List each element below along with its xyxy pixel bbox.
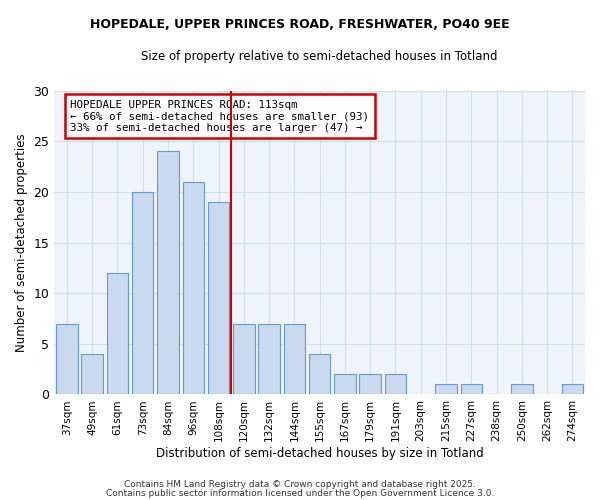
Y-axis label: Number of semi-detached properties: Number of semi-detached properties [15, 133, 28, 352]
Bar [132, 192, 154, 394]
Bar [511, 384, 533, 394]
Bar [233, 324, 254, 394]
Bar [259, 324, 280, 394]
X-axis label: Distribution of semi-detached houses by size in Totland: Distribution of semi-detached houses by … [156, 447, 484, 460]
Bar [359, 374, 381, 394]
Bar [334, 374, 356, 394]
Bar [435, 384, 457, 394]
Bar [208, 202, 229, 394]
Bar [157, 152, 179, 394]
Bar [56, 324, 77, 394]
Text: Contains public sector information licensed under the Open Government Licence 3.: Contains public sector information licen… [106, 488, 494, 498]
Bar [82, 354, 103, 395]
Bar [309, 354, 331, 395]
Text: HOPEDALE UPPER PRINCES ROAD: 113sqm
← 66% of semi-detached houses are smaller (9: HOPEDALE UPPER PRINCES ROAD: 113sqm ← 66… [70, 100, 369, 133]
Bar [182, 182, 204, 394]
Bar [284, 324, 305, 394]
Text: Contains HM Land Registry data © Crown copyright and database right 2025.: Contains HM Land Registry data © Crown c… [124, 480, 476, 489]
Bar [107, 273, 128, 394]
Title: Size of property relative to semi-detached houses in Totland: Size of property relative to semi-detach… [142, 50, 498, 63]
Bar [562, 384, 583, 394]
Bar [385, 374, 406, 394]
Bar [461, 384, 482, 394]
Text: HOPEDALE, UPPER PRINCES ROAD, FRESHWATER, PO40 9EE: HOPEDALE, UPPER PRINCES ROAD, FRESHWATER… [90, 18, 510, 30]
